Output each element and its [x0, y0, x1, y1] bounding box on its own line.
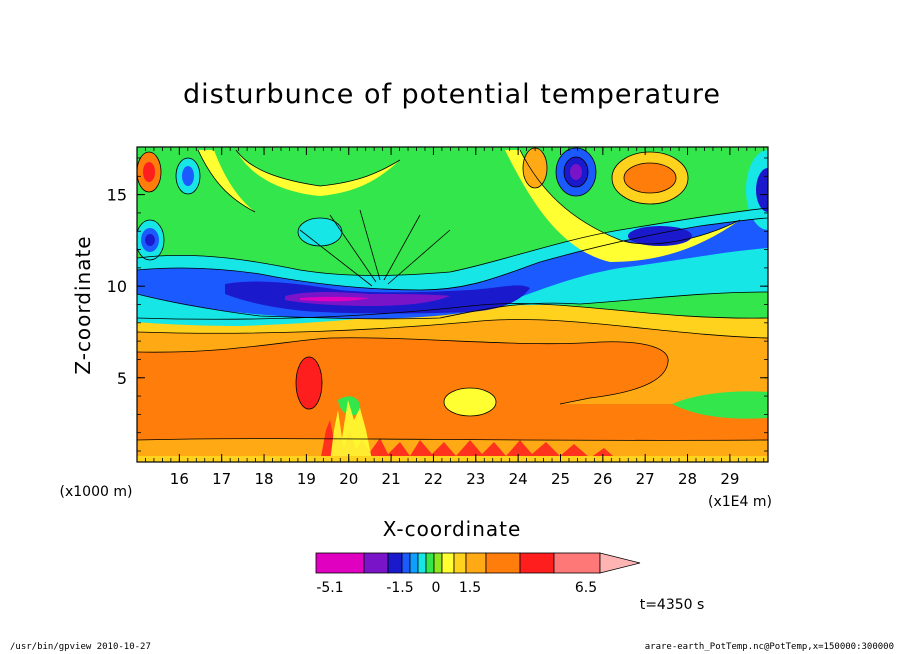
yellow-blob	[444, 388, 496, 416]
x-axis-label: X-coordinate	[383, 517, 522, 541]
cyan-mid-left	[298, 218, 342, 246]
blue-top-left	[182, 166, 194, 186]
x-tick-label: 25	[551, 470, 570, 488]
x-tick-label: 27	[636, 470, 655, 488]
x-tick-label: 20	[339, 470, 358, 488]
contour-lines	[137, 147, 768, 441]
bottom-strip	[137, 456, 768, 462]
darkblue-left-upper	[145, 234, 155, 246]
colorbar-label: -1.5	[386, 580, 413, 596]
colorbar-segment	[485, 552, 521, 574]
colorbar-segment	[465, 552, 487, 574]
colorbar-segment	[425, 552, 435, 574]
blue-right-edge	[756, 168, 768, 212]
x-unit-label: (x1E4 m)	[708, 494, 772, 510]
purple-top	[570, 164, 582, 180]
colorbar-label: 1.5	[459, 580, 481, 596]
yellow-upper-left	[236, 150, 400, 196]
colorbar	[315, 552, 641, 574]
purple-core	[285, 292, 450, 306]
yellow-arc-right	[505, 150, 740, 262]
x-tick-label: 24	[509, 470, 528, 488]
x-tick-label: 28	[678, 470, 697, 488]
colorbar-segment	[363, 552, 389, 574]
x-tick-label: 29	[720, 470, 739, 488]
x-tick-label: 19	[297, 470, 316, 488]
footer-left: /usr/bin/gpview 2010-10-27	[10, 642, 151, 652]
chart-title: disturbunce of potential temperature	[183, 79, 721, 110]
magenta-core	[300, 296, 370, 302]
contour-field	[137, 147, 768, 462]
colorbar-segment	[433, 552, 443, 574]
colorbar-label: 0	[432, 580, 441, 596]
x-tick-label: 23	[466, 470, 485, 488]
colorbar-labels: -5.1 -1.5 0 1.5 6.5	[316, 580, 597, 596]
red-blob	[296, 357, 322, 409]
colorbar-segment	[417, 552, 427, 574]
y-tick-label: 15	[107, 186, 127, 205]
colorbar-segment	[441, 552, 455, 574]
colorbar-segment	[409, 552, 419, 574]
orange-top-right	[624, 163, 676, 193]
y-tick-label: 10	[107, 277, 127, 296]
x-axis: 16 17 18 19 20 21 22 23 24 25 26 27 28 29	[136, 147, 765, 488]
colorbar-segment	[519, 552, 555, 574]
green-lower-right	[672, 391, 768, 419]
warm-layer-core	[137, 337, 669, 404]
colorbar-segment	[453, 552, 467, 574]
x-tick-label: 21	[382, 470, 401, 488]
colorbar-segment	[387, 552, 403, 574]
x-tick-label: 17	[212, 470, 231, 488]
colorbar-arrow	[599, 552, 641, 574]
orange-top-left-inner	[143, 162, 155, 182]
noisy-surface	[320, 420, 620, 462]
colorbar-label: 6.5	[575, 580, 597, 596]
x-tick-label: 22	[424, 470, 443, 488]
x-tick-label: 18	[255, 470, 274, 488]
colorbar-label: -5.1	[316, 580, 343, 596]
y-tick-label: 5	[117, 369, 127, 388]
colorbar-segment	[315, 552, 365, 574]
time-annotation: t=4350 s	[640, 597, 705, 613]
y-axis-label: Z-coordinate	[71, 235, 95, 374]
yellow-surface	[330, 400, 372, 462]
yellow-arc-left	[198, 150, 255, 212]
y-axis: 5 10 15	[107, 157, 768, 452]
y-unit-label: (x1000 m)	[60, 484, 133, 500]
colorbar-segment	[553, 552, 601, 574]
x-tick-label: 16	[170, 470, 189, 488]
colorbar-segment	[401, 552, 411, 574]
orange-top-mid	[523, 148, 547, 188]
footer-right: arare-earth_PotTemp.nc@PotTemp,x=150000:…	[645, 642, 894, 652]
x-tick-label: 26	[593, 470, 612, 488]
